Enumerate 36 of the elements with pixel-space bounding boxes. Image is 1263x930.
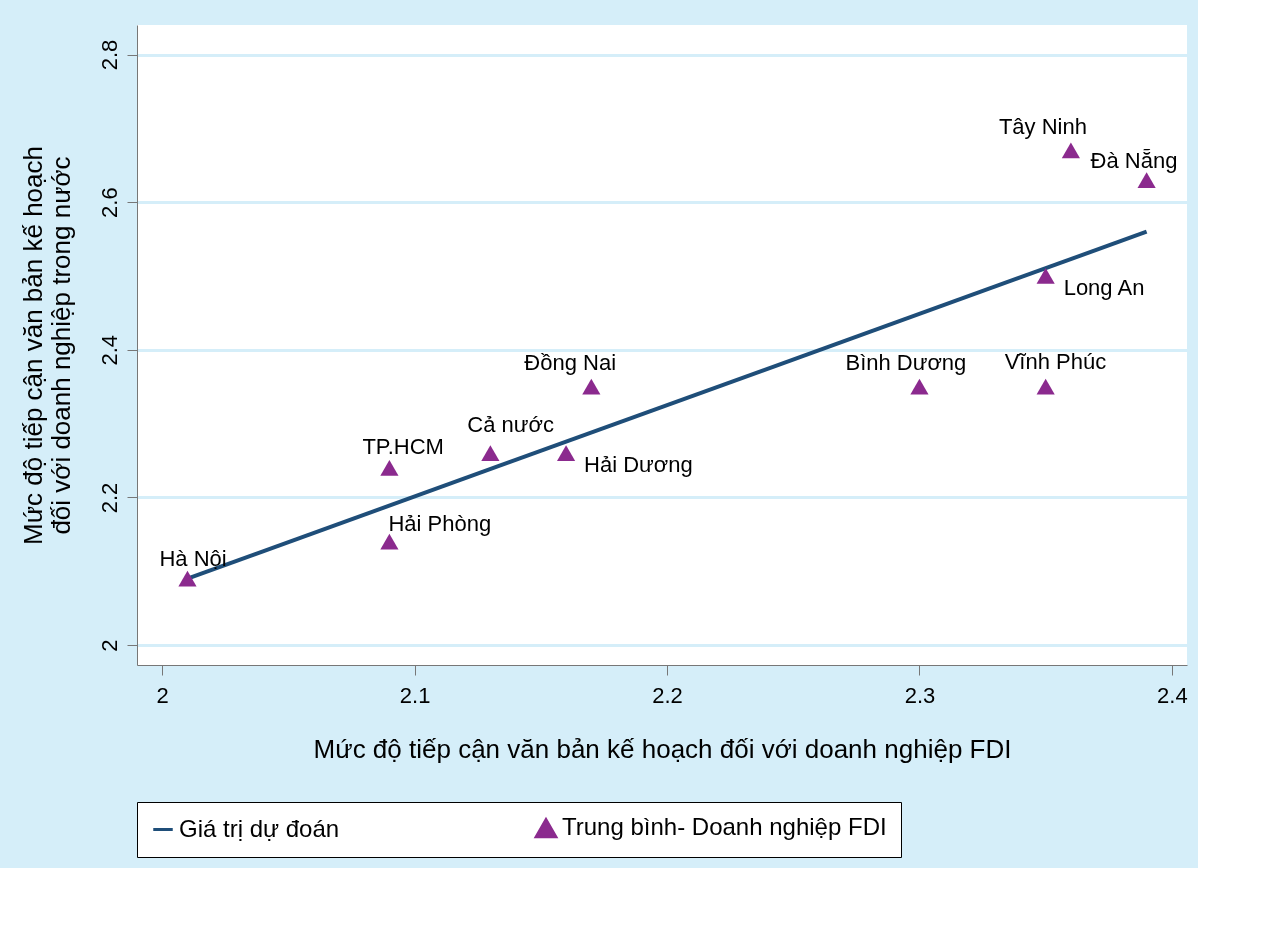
annotation: Đồng Nai <box>524 349 617 375</box>
annotation: Hải Dương <box>584 452 693 478</box>
annotation: Bình Dương <box>845 349 967 375</box>
annotation: Long An <box>1063 274 1145 300</box>
y-tick-label: 2.8 <box>96 39 122 71</box>
annotation: Hà Nội <box>159 545 227 571</box>
point <box>481 445 500 462</box>
annotation: Hải Phòng <box>388 510 492 536</box>
y-tick-label: 2.2 <box>96 482 122 514</box>
annotation: Tây Ninh <box>998 114 1087 140</box>
x-tick-label: 2.1 <box>399 682 431 708</box>
point <box>582 378 601 395</box>
x-tick-label: 2.4 <box>1157 682 1188 708</box>
point <box>178 570 197 587</box>
legend-label: Trung bình- Doanh nghiệp FDI <box>562 813 887 841</box>
point <box>1036 378 1055 395</box>
y-axis-title: Mức độ tiếp cận văn bản kế hoạch đối với doanh nghiệp trong nước <box>17 146 76 545</box>
y-tick-label: 2.4 <box>96 335 122 366</box>
annotation: Vĩnh Phúc <box>1004 348 1107 374</box>
x-tick-label: 2.2 <box>652 682 683 708</box>
point <box>380 460 399 476</box>
point <box>910 378 929 395</box>
y-tick-label: 2.6 <box>96 187 122 218</box>
annotation: Cả nước <box>467 412 554 438</box>
annotation: Đà Nẵng <box>1090 148 1178 174</box>
legend-label: Giá trị dự đoán <box>179 814 340 842</box>
annotation: TP.HCM <box>362 433 444 459</box>
point <box>1137 172 1156 188</box>
x-axis-title: Mức độ tiếp cận văn bản kế hoạch đối với doanh nghiệp FDI <box>313 733 1012 764</box>
point <box>557 445 576 462</box>
point <box>380 533 399 550</box>
point <box>1036 268 1055 284</box>
point <box>1061 142 1080 159</box>
x-tick-label: 2 <box>156 682 169 708</box>
y-tick-label: 2 <box>96 639 122 652</box>
x-tick-label: 2.3 <box>904 682 936 708</box>
